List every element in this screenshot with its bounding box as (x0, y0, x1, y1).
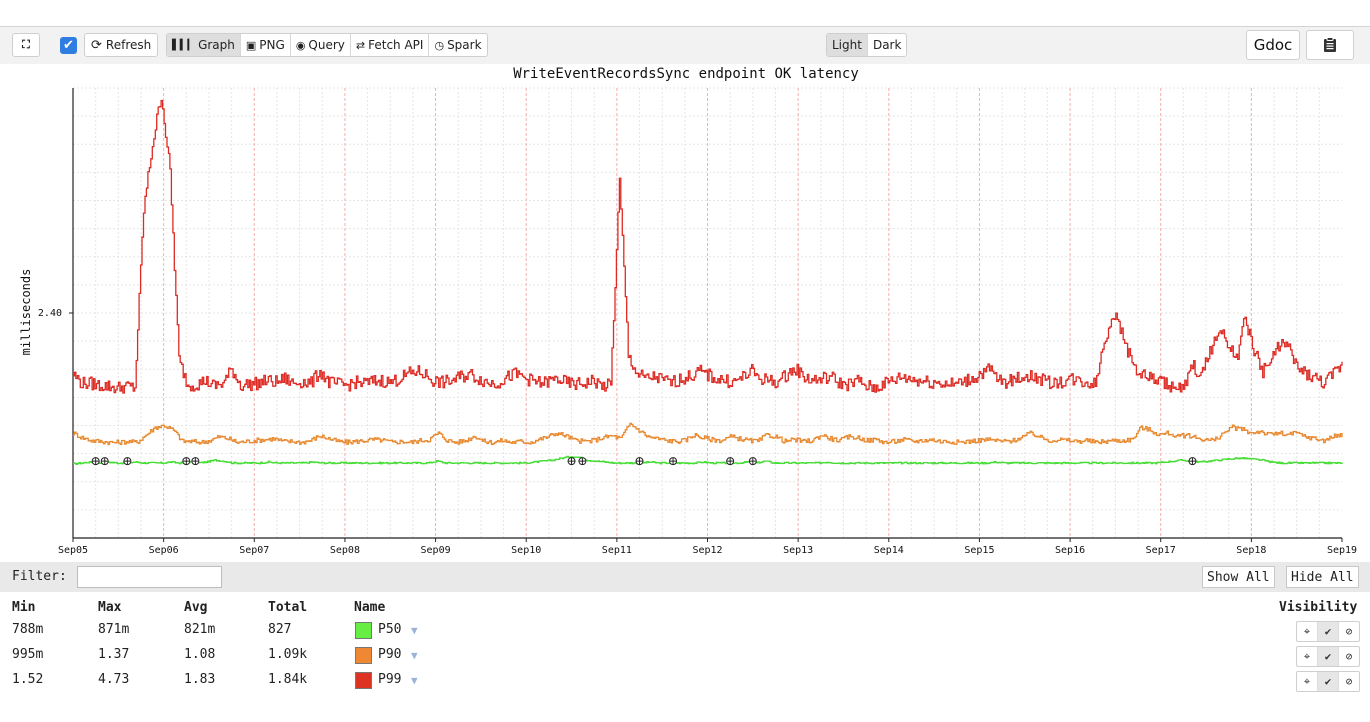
exchange-icon: ⇄ (355, 38, 366, 52)
row-total: 827 (268, 622, 292, 637)
header-total: Total (268, 600, 308, 615)
show-all-button[interactable]: Show All (1202, 566, 1275, 588)
visibility-controls: ⌖ ✔ ⊘ (1296, 621, 1360, 642)
ban-icon[interactable]: ⊘ (1345, 675, 1353, 688)
series-line-p90[interactable] (73, 422, 1343, 446)
x-tick-label: Sep10 (511, 545, 541, 556)
series-name[interactable]: P90 (378, 647, 402, 662)
row-avg: 1.83 (184, 672, 216, 687)
filter-bar: Filter: Show All Hide All (0, 562, 1370, 592)
series-line-p99[interactable] (73, 99, 1343, 394)
tab-query[interactable]: ◉ Query (291, 34, 351, 56)
x-tick-label: Sep18 (1236, 545, 1266, 556)
x-tick-label: Sep13 (783, 545, 813, 556)
fullscreen-button[interactable]: ⛶ (12, 33, 40, 57)
visibility-controls: ⌖ ✔ ⊘ (1296, 646, 1360, 667)
ban-icon[interactable]: ⊘ (1345, 625, 1353, 638)
autorefresh-checkbox[interactable]: ✔ (60, 37, 77, 54)
series-color-swatch[interactable] (355, 672, 372, 689)
clipboard-icon (1324, 37, 1336, 52)
crosshair-icon[interactable]: ⌖ (1297, 672, 1318, 691)
ban-icon[interactable]: ⊘ (1345, 650, 1353, 663)
tab-graph-label: Graph (198, 38, 235, 52)
legend-table: Min Max Avg Total Name Visibility 788m 8… (0, 592, 1370, 722)
x-tick-label: Sep05 (58, 545, 88, 556)
header-visibility: Visibility (1279, 600, 1358, 615)
series-name[interactable]: P50 (378, 622, 402, 637)
gdoc-button[interactable]: Gdoc (1246, 30, 1300, 60)
x-tick-label: Sep09 (421, 545, 451, 556)
row-min: 1.52 (12, 672, 44, 687)
refresh-label: Refresh (105, 38, 152, 52)
latency-chart[interactable]: WriteEventRecordsSync endpoint OK latenc… (0, 64, 1370, 562)
y-axis-label: milliseconds (19, 269, 33, 356)
tab-png[interactable]: ▣ PNG (241, 34, 291, 56)
image-icon: ▣ (245, 38, 257, 52)
header-avg: Avg (184, 600, 208, 615)
row-avg: 1.08 (184, 647, 216, 662)
header-min: Min (12, 600, 36, 615)
hide-all-button[interactable]: Hide All (1286, 566, 1359, 588)
chevron-down-icon[interactable]: ▼ (411, 674, 418, 687)
crosshair-icon[interactable]: ⌖ (1297, 647, 1318, 666)
check-icon[interactable]: ✔ (1318, 622, 1339, 641)
tab-query-label: Query (308, 38, 345, 52)
row-max: 871m (98, 622, 130, 637)
expand-icon: ⛶ (22, 38, 30, 51)
checkmark-icon: ✔ (63, 38, 74, 53)
x-tick-label: Sep11 (602, 545, 632, 556)
tab-spark[interactable]: ◷ Spark (429, 34, 486, 56)
view-mode-group: ▌▍▎ Graph ▣ PNG ◉ Query ⇄ Fetch API ◷ Sp… (166, 33, 488, 57)
chart-area: WriteEventRecordsSync endpoint OK latenc… (0, 64, 1370, 562)
row-min: 788m (12, 622, 44, 637)
theme-light-button[interactable]: Light (827, 34, 868, 56)
chevron-down-icon[interactable]: ▼ (411, 649, 418, 662)
header-max: Max (98, 600, 122, 615)
tab-png-label: PNG (259, 38, 285, 52)
filter-label: Filter: (12, 569, 67, 584)
x-tick-label: Sep08 (330, 545, 360, 556)
series-color-swatch[interactable] (355, 622, 372, 639)
theme-dark-button[interactable]: Dark (872, 38, 902, 52)
series-color-swatch[interactable] (355, 647, 372, 664)
tab-spark-label: Spark (447, 38, 482, 52)
visibility-controls: ⌖ ✔ ⊘ (1296, 671, 1360, 692)
chart-title: WriteEventRecordsSync endpoint OK latenc… (513, 66, 859, 82)
y-tick-label: 2.40 (38, 308, 62, 319)
tab-graph[interactable]: ▌▍▎ Graph (167, 34, 241, 56)
x-tick-label: Sep06 (149, 545, 179, 556)
x-tick-label: Sep19 (1327, 545, 1357, 556)
x-tick-label: Sep16 (1055, 545, 1085, 556)
tab-fetch-api-label: Fetch API (368, 38, 424, 52)
row-min: 995m (12, 647, 44, 662)
series-line-p50[interactable] (73, 455, 1343, 465)
header-name: Name (354, 600, 386, 615)
row-max: 4.73 (98, 672, 130, 687)
x-tick-label: Sep17 (1146, 545, 1176, 556)
row-max: 1.37 (98, 647, 130, 662)
clock-icon: ◷ (434, 38, 445, 52)
row-avg: 821m (184, 622, 216, 637)
row-total: 1.84k (268, 672, 308, 687)
crosshair-icon[interactable]: ⌖ (1297, 622, 1318, 641)
x-tick-label: Sep12 (692, 545, 722, 556)
refresh-button[interactable]: ⟳ Refresh (84, 33, 159, 57)
refresh-icon: ⟳ (91, 37, 102, 53)
eye-icon: ◉ (295, 38, 306, 52)
check-icon[interactable]: ✔ (1318, 672, 1339, 691)
theme-toggle: Light Dark (826, 33, 908, 57)
clipboard-button[interactable] (1306, 30, 1354, 60)
toolbar: ⛶ ✔ ⟳ Refresh ▌▍▎ Graph ▣ PNG ◉ Query ⇄ … (0, 26, 1370, 65)
bar-chart-icon: ▌▍▎ (172, 39, 196, 51)
row-total: 1.09k (268, 647, 308, 662)
check-icon[interactable]: ✔ (1318, 647, 1339, 666)
x-tick-label: Sep14 (874, 545, 904, 556)
x-tick-label: Sep07 (239, 545, 269, 556)
filter-input[interactable] (77, 566, 222, 588)
chevron-down-icon[interactable]: ▼ (411, 624, 418, 637)
x-tick-label: Sep15 (964, 545, 994, 556)
tab-fetch-api[interactable]: ⇄ Fetch API (351, 34, 430, 56)
series-name[interactable]: P99 (378, 672, 402, 687)
